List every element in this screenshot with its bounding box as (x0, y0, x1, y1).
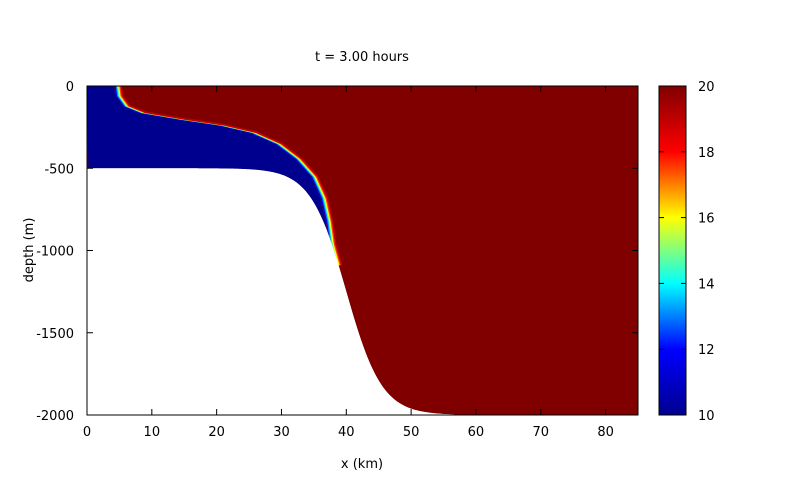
colorbar-tick-label: 10 (698, 409, 715, 424)
colorbar-gradient (658, 85, 687, 416)
colorbar: 10 12 14 16 18 20 (658, 80, 715, 424)
x-tick-label: 80 (597, 425, 614, 440)
axes: 0 10 20 30 40 50 60 70 80 0 -500 -1000 -1500 -2000 (36, 80, 639, 440)
x-tick-label: 10 (144, 425, 161, 440)
x-tick-label: 60 (468, 425, 485, 440)
colorbar-tick-label: 12 (698, 343, 715, 358)
x-tick-label: 0 (83, 425, 91, 440)
y-tick-label: -2000 (36, 409, 74, 424)
colorbar-tick-label: 14 (698, 277, 715, 292)
y-tick-label: -1500 (36, 327, 74, 342)
y-tick-label: 0 (66, 80, 74, 95)
x-tick-label: 40 (338, 425, 355, 440)
x-tick-label: 20 (208, 425, 225, 440)
y-tick-label: -500 (44, 162, 74, 177)
colorbar-tick-label: 16 (698, 212, 715, 227)
x-tick-label: 50 (403, 425, 420, 440)
plot-area (87, 85, 638, 416)
colorbar-tick-label: 20 (698, 80, 715, 95)
colorbar-tick-label: 18 (698, 146, 715, 161)
seabed-mask (87, 168, 638, 416)
y-axis-label: depth (m) (22, 218, 37, 283)
x-tick-label: 70 (532, 425, 549, 440)
front-band-line (120, 85, 343, 266)
x-axis-label: x (km) (341, 457, 383, 472)
x-tick-label: 30 (273, 425, 290, 440)
chart-title: t = 3.00 hours (315, 50, 409, 65)
cold-water-region (87, 86, 335, 266)
y-tick-label: -1000 (36, 245, 74, 260)
